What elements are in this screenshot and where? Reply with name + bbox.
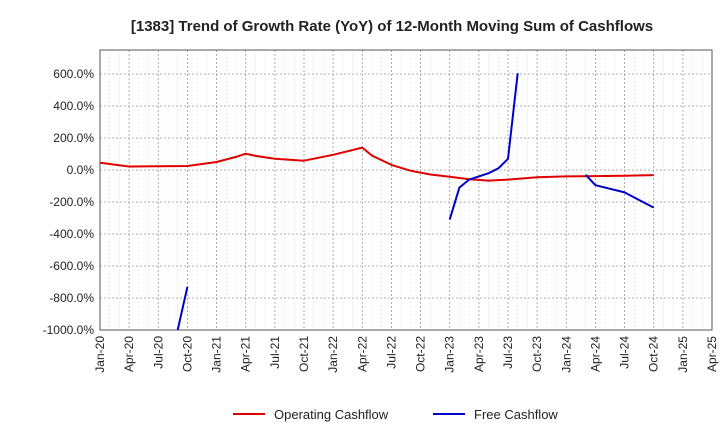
x-tick-label: Apr-25 [705, 336, 719, 372]
x-tick-label: Oct-24 [647, 336, 661, 372]
legend-operating-cashflow-label: Operating Cashflow [274, 407, 389, 422]
x-tick-label: Jul-21 [268, 336, 282, 369]
legend: Operating Cashflow Free Cashflow [233, 407, 558, 422]
chart-title: [1383] Trend of Growth Rate (YoY) of 12-… [131, 18, 653, 35]
x-tick-label: Jan-25 [676, 336, 690, 373]
x-tick-label: Apr-20 [122, 336, 136, 372]
plot-area [100, 50, 712, 330]
x-tick-label: Jan-23 [443, 336, 457, 373]
x-tick-label: Jul-23 [501, 336, 515, 369]
y-axis: 600.0% 400.0% 200.0% 0.0% -200.0% -400.0% -600… [43, 67, 95, 337]
series-layer [100, 73, 655, 330]
series-line-free-cashflow [584, 174, 655, 209]
x-tick-label: Jul-20 [151, 336, 165, 369]
y-tick-label: -200.0% [49, 195, 94, 209]
series-line-free-cashflow [448, 73, 519, 220]
y-tick-label: -400.0% [49, 227, 94, 241]
y-tick-label: 400.0% [53, 99, 94, 113]
y-tick-label: 200.0% [53, 131, 94, 145]
x-tick-label: Apr-24 [588, 336, 602, 372]
x-axis: Jan-20 Apr-20 Jul-20 Oct-20 Jan-21 Apr-21 Jul-… [93, 336, 719, 373]
series-line-operating-cashflow [100, 146, 654, 182]
x-tick-label: Jan-21 [210, 336, 224, 373]
x-tick-label: Oct-23 [530, 336, 544, 372]
x-tick-label: Apr-23 [472, 336, 486, 372]
x-tick-label: Apr-21 [239, 336, 253, 372]
x-tick-label: Jan-20 [93, 336, 107, 373]
y-tick-label: -1000.0% [43, 323, 95, 337]
x-tick-label: Jul-22 [384, 336, 398, 369]
plot-frame [99, 49, 713, 331]
x-tick-label: Jan-22 [326, 336, 340, 373]
y-tick-label: 600.0% [53, 67, 94, 81]
y-tick-label: 0.0% [67, 163, 95, 177]
series-line-free-cashflow [176, 286, 189, 330]
x-tick-label: Oct-22 [414, 336, 428, 372]
x-tick-label: Apr-22 [355, 336, 369, 372]
x-tick-label: Jan-24 [559, 336, 573, 373]
legend-free-cashflow-label: Free Cashflow [474, 407, 558, 422]
x-tick-label: Oct-21 [297, 336, 311, 372]
x-tick-label: Oct-20 [180, 336, 194, 372]
y-tick-label: -800.0% [49, 291, 94, 305]
grid [99, 50, 713, 331]
y-tick-label: -600.0% [49, 259, 94, 273]
x-tick-label: Jul-24 [618, 336, 632, 369]
